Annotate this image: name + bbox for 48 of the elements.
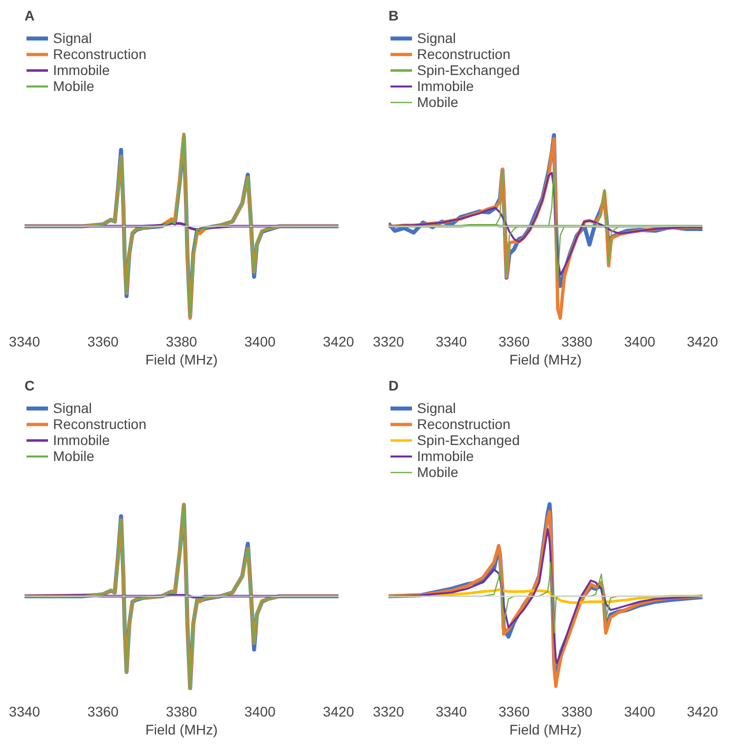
x-tick-label: 3340 [8,334,40,350]
x-axis-title: Field (MHz) [145,722,218,738]
x-tick-label: 3420 [322,334,354,350]
x-tick-label: 3400 [244,704,276,720]
x-tick-label: 3320 [372,334,404,350]
x-tick-label: 3420 [686,704,718,720]
legend-label: Signal [417,400,456,416]
legend-label: Spin-Exchanged [417,432,520,448]
x-tick-label: 3380 [166,704,198,720]
x-tick-label: 3380 [561,334,593,350]
x-tick-label: 3360 [498,334,530,350]
legend-label: Mobile [417,94,458,110]
x-tick-label: 3320 [372,704,404,720]
x-tick-label: 3340 [8,704,40,720]
legend-label: Reconstruction [417,46,510,62]
legend-label: Mobile [53,78,94,94]
legend-label: Reconstruction [53,416,146,432]
legend-label: Mobile [417,464,458,480]
legend-label: Immobile [417,78,474,94]
x-tick-label: 3400 [624,704,656,720]
legend-label: Immobile [417,448,474,464]
legend-label: Mobile [53,448,94,464]
legend-label: Spin-Exchanged [417,62,520,78]
x-tick-label: 3360 [87,704,119,720]
x-tick-label: 3400 [244,334,276,350]
x-tick-label: 3340 [436,334,468,350]
legend-label: Signal [53,30,92,46]
legend-label: Immobile [53,62,110,78]
x-tick-label: 3360 [498,704,530,720]
chart-title: A [24,8,35,24]
x-axis-title: Field (MHz) [509,722,582,738]
x-tick-label: 3380 [561,704,593,720]
legend-label: Reconstruction [417,416,510,432]
legend-label: Signal [417,30,456,46]
x-tick-label: 3360 [87,334,119,350]
chart-title: D [388,378,399,394]
x-tick-label: 3340 [436,704,468,720]
x-axis-title: Field (MHz) [509,352,582,368]
x-tick-label: 3420 [322,704,354,720]
x-tick-label: 3400 [624,334,656,350]
legend-label: Immobile [53,432,110,448]
legend-label: Reconstruction [53,46,146,62]
x-tick-label: 3420 [686,334,718,350]
chart-title: B [388,8,399,24]
x-tick-label: 3380 [166,334,198,350]
legend-label: Signal [53,400,92,416]
chart-title: C [24,378,35,394]
x-axis-title: Field (MHz) [145,352,218,368]
